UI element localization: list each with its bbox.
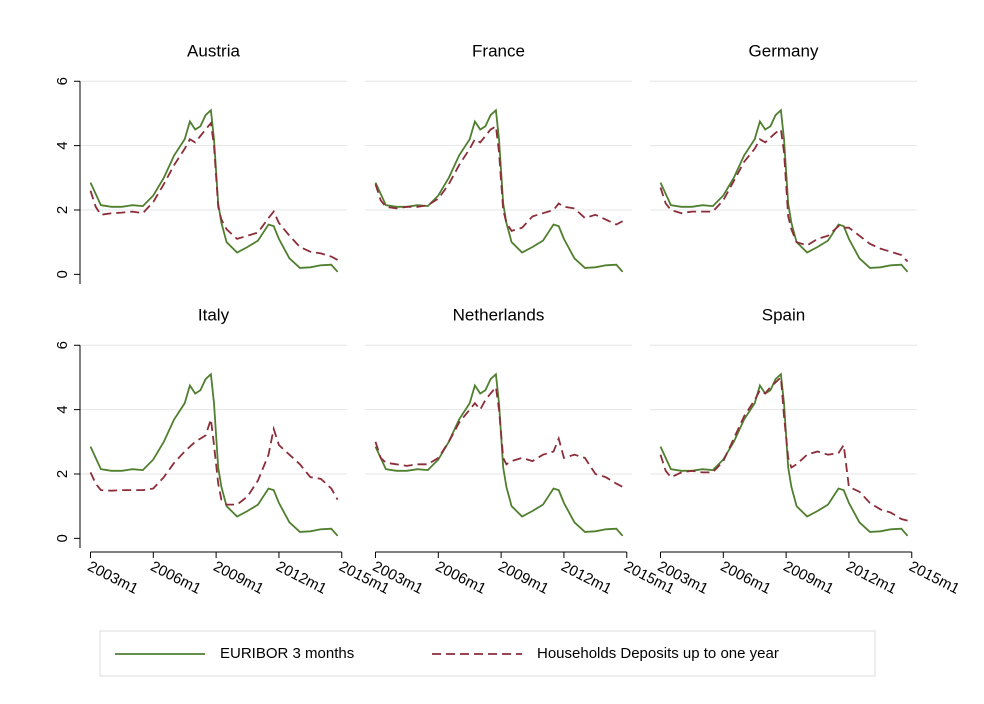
line — [659, 375, 908, 522]
y-tick-label: 0 — [54, 270, 71, 278]
panel-title: Germany — [749, 41, 819, 60]
y-tick-label: 4 — [54, 405, 71, 413]
line — [659, 128, 909, 263]
line — [89, 372, 339, 537]
legend-label: Households Deposits up to one year — [537, 645, 779, 662]
y-tick-label: 6 — [54, 77, 71, 85]
y-tick-label: 2 — [54, 470, 71, 478]
y-tick-label: 0 — [54, 534, 71, 542]
line — [374, 372, 624, 537]
panel-title: Italy — [198, 305, 230, 324]
line — [374, 108, 624, 273]
panel-title: France — [472, 41, 525, 60]
y-tick-label: 2 — [54, 206, 71, 214]
line — [89, 419, 339, 506]
line — [89, 120, 339, 261]
legend-box — [99, 630, 876, 677]
line — [89, 108, 339, 273]
line — [659, 108, 909, 273]
line — [374, 124, 624, 232]
panel-title: Spain — [762, 305, 805, 324]
legend-label: EURIBOR 3 months — [220, 645, 354, 662]
panel-title: Netherlands — [453, 305, 545, 324]
line — [374, 384, 624, 488]
y-tick-label: 6 — [54, 341, 71, 349]
panel-title: Austria — [187, 41, 240, 60]
y-tick-label: 4 — [54, 141, 71, 149]
